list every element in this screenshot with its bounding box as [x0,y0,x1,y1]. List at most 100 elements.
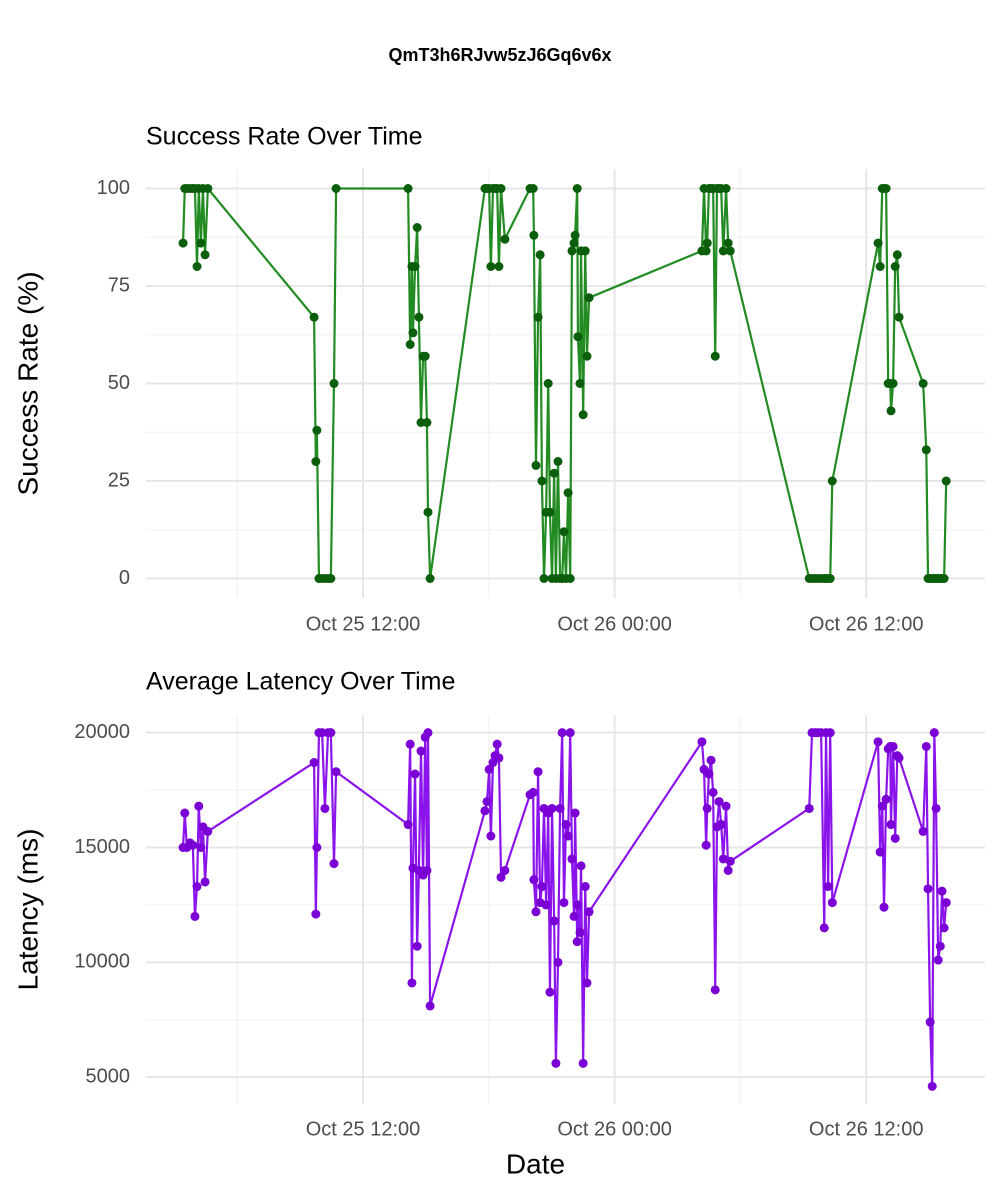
point [537,882,547,892]
point [203,826,213,836]
point [827,476,837,486]
point [702,803,712,813]
point [702,238,712,248]
point [819,923,829,933]
point [714,797,724,807]
point [528,787,538,797]
point [931,803,941,813]
point [492,739,502,749]
point [565,574,575,583]
point [723,865,733,875]
point [200,250,210,260]
point [890,833,900,843]
point [529,230,539,240]
point [545,987,555,997]
point [875,262,885,271]
point [412,223,422,232]
point [937,886,947,896]
point [570,808,580,818]
point [410,262,420,271]
point [482,797,492,807]
x-tick-label: Oct 26 12:00 [809,613,924,635]
point [494,753,504,763]
point [873,238,883,248]
point [500,234,510,244]
point [894,312,904,322]
point [827,898,837,908]
point [533,767,543,777]
point [311,909,321,919]
point [584,293,594,303]
point [203,184,213,193]
point [312,842,322,852]
y-axis-label: Success Rate (%) [12,271,43,495]
panel-title: Average Latency Over Time [146,668,455,696]
point [721,801,731,811]
point [718,854,728,864]
point [580,246,590,256]
point [875,847,885,857]
point [575,379,585,388]
point [886,820,896,830]
y-tick-label: 15000 [74,836,130,858]
point [537,476,547,486]
point [723,238,733,248]
point [320,803,330,813]
x-axis-label: Date [506,1148,565,1179]
point [697,737,707,747]
point [410,769,420,779]
point [486,831,496,841]
point [405,340,415,349]
point [192,882,202,892]
point [422,865,432,875]
point [180,808,190,818]
point [541,900,551,910]
point [329,859,339,869]
point [886,406,896,416]
point [553,457,563,466]
point [890,262,900,271]
x-tick-label: Oct 26 12:00 [809,1118,924,1140]
x-tick-label: Oct 25 12:00 [306,613,421,635]
y-tick-label: 0 [119,567,130,589]
point [927,1081,937,1091]
y-tick-label: 100 [97,177,130,199]
y-tick-label: 50 [108,372,130,394]
point [553,957,563,967]
point [529,875,539,885]
point [877,801,887,811]
point [500,865,510,875]
point [311,457,321,466]
point [403,820,413,830]
point [921,445,931,455]
point [412,941,422,951]
point [569,911,579,921]
point [309,312,319,322]
point [416,746,426,756]
point [535,250,545,260]
point [575,927,585,937]
point [196,842,206,852]
point [329,379,339,388]
point [331,767,341,777]
point [570,230,580,240]
point [423,728,433,738]
x-tick-label: Oct 25 12:00 [306,1118,421,1140]
point [194,801,204,811]
point [573,900,583,910]
point [929,728,939,738]
point [572,184,582,193]
point [925,1017,935,1027]
point [549,468,559,478]
point [701,246,711,256]
point [804,803,814,813]
point [572,937,582,947]
point [706,755,716,765]
point [423,507,433,517]
point [557,728,567,738]
main-title: QmT3h6RJvw5zJ6Gq6v6x [388,45,611,65]
point [407,978,417,988]
point [496,184,506,193]
